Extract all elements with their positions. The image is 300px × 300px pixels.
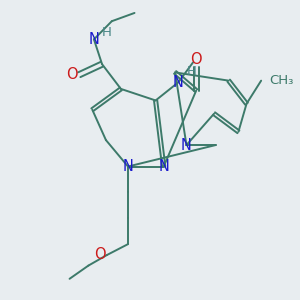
Text: N: N bbox=[181, 137, 192, 152]
Text: O: O bbox=[190, 52, 202, 67]
Text: N: N bbox=[88, 32, 99, 47]
Text: H: H bbox=[101, 26, 111, 39]
Text: O: O bbox=[66, 67, 78, 82]
Text: CH₃: CH₃ bbox=[269, 74, 294, 87]
Text: O: O bbox=[94, 247, 106, 262]
Text: N: N bbox=[123, 159, 134, 174]
Text: H: H bbox=[187, 65, 197, 78]
Text: N: N bbox=[158, 159, 169, 174]
Text: N: N bbox=[173, 75, 184, 90]
